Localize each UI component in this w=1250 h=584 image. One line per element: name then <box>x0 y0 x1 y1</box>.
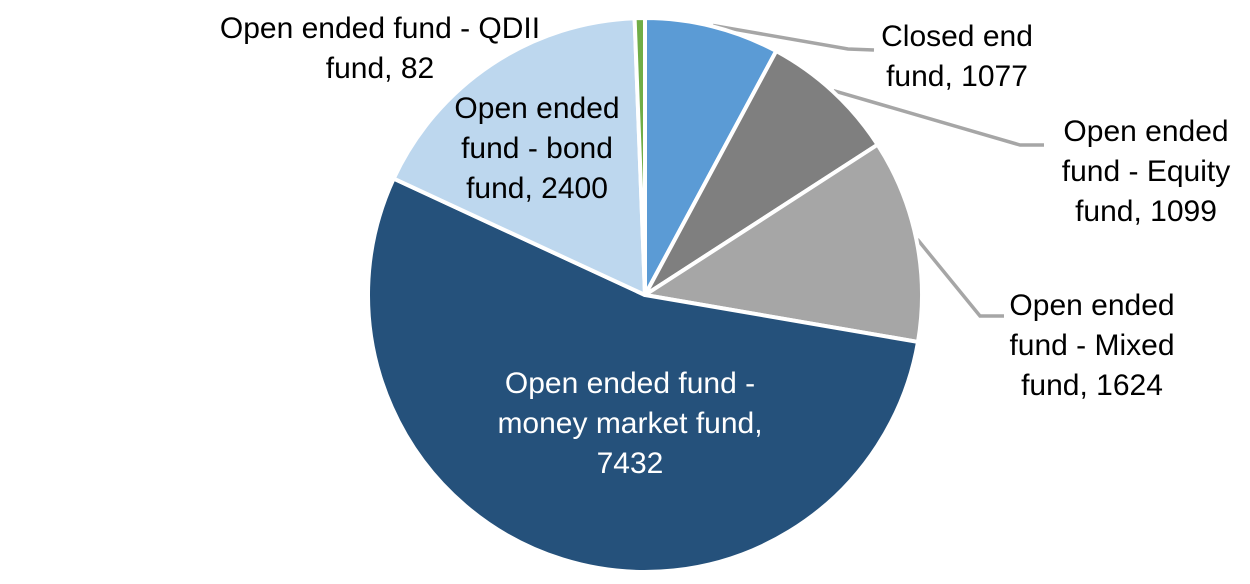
data-label-line: fund, 1077 <box>886 60 1028 93</box>
pie-slice-2 <box>643 142 924 344</box>
pie-slice-5 <box>632 16 647 297</box>
leader-line <box>712 23 875 52</box>
leader-line <box>833 89 1044 147</box>
data-label-line: money market fund, <box>497 407 763 440</box>
data-label-line: Open ended fund - <box>504 367 756 400</box>
data-label-line: fund, 2400 <box>466 172 608 205</box>
data-label-line: fund - bond <box>461 132 613 165</box>
data-label-line: 7432 <box>596 447 664 480</box>
data-label-line: Closed end <box>881 20 1033 53</box>
data-label-line: Open ended <box>1063 115 1229 148</box>
data-label-line: fund, 1624 <box>1021 369 1163 402</box>
data-label-line: Open ended <box>1009 289 1175 322</box>
pie-slice-3 <box>366 176 920 574</box>
data-label-equity-fund: Open ended fund - Equity fund, 1099 <box>1062 112 1230 232</box>
data-label-mixed-fund: Open ended fund - Mixed fund, 1624 <box>1009 286 1174 406</box>
data-label-qdii-fund: Open ended fund - QDII fund, 82 <box>220 9 540 89</box>
data-label-line: Open ended <box>454 92 620 125</box>
data-label-closed-end-fund: Closed end fund, 1077 <box>881 17 1033 97</box>
data-label-line: fund, 1099 <box>1075 195 1217 228</box>
data-label-line: fund - Equity <box>1061 155 1231 188</box>
pie-slice-4 <box>391 16 647 297</box>
pie-slice-0 <box>643 16 779 297</box>
leader-line <box>916 238 1004 318</box>
data-label-line: fund, 82 <box>325 52 435 85</box>
pie-slice-1 <box>643 49 880 297</box>
data-label-bond-fund: Open ended fund - bond fund, 2400 <box>454 89 619 209</box>
data-label-line: fund - Mixed <box>1009 329 1175 362</box>
data-label-line: Open ended fund - QDII <box>219 12 541 45</box>
data-label-money-market-fund: Open ended fund - money market fund, 743… <box>497 364 762 484</box>
